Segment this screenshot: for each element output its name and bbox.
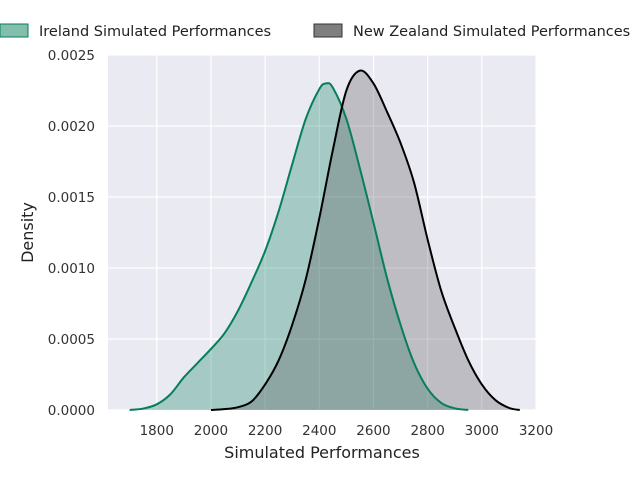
legend-swatch-0 — [0, 23, 29, 38]
legend: Ireland Simulated Performances New Zealan… — [0, 23, 630, 40]
grid — [108, 54, 537, 411]
legend-label-0: Ireland Simulated Performances — [39, 24, 271, 40]
y-tick-label: 0.0005 — [48, 332, 95, 348]
y-tick-label: 0.0000 — [48, 403, 95, 419]
x-tick-label: 2200 — [248, 423, 282, 439]
series-area-0 — [129, 83, 469, 411]
legend-label-1: New Zealand Simulated Performances — [353, 24, 630, 40]
y-tick-label: 0.0015 — [48, 190, 95, 206]
y-tick-label: 0.0010 — [48, 261, 95, 277]
x-tick-label: 3000 — [465, 423, 499, 439]
x-tick-label: 1800 — [140, 423, 174, 439]
x-tick-label: 2400 — [302, 423, 336, 439]
legend-swatch-1 — [313, 23, 343, 38]
x-tick-label: 2600 — [356, 423, 390, 439]
x-tick-label: 2800 — [410, 423, 444, 439]
y-tick-label: 0.0020 — [48, 119, 95, 135]
series-line-0 — [129, 82, 469, 411]
y-axis-label: Density — [18, 202, 37, 263]
y-tick-label: 0.0025 — [48, 48, 95, 64]
x-axis-label: Simulated Performances — [224, 443, 420, 462]
series-line-1 — [210, 69, 520, 411]
x-tick-label: 3200 — [519, 423, 553, 439]
series-layer — [129, 69, 520, 411]
x-axis-ticks: 1800 2000 2200 2400 2600 2800 3000 3200 — [140, 423, 554, 439]
series-area-1 — [210, 70, 520, 411]
y-axis-ticks: 0.0000 0.0005 0.0010 0.0015 0.0020 0.0025 — [48, 48, 95, 419]
x-tick-label: 2000 — [194, 423, 228, 439]
